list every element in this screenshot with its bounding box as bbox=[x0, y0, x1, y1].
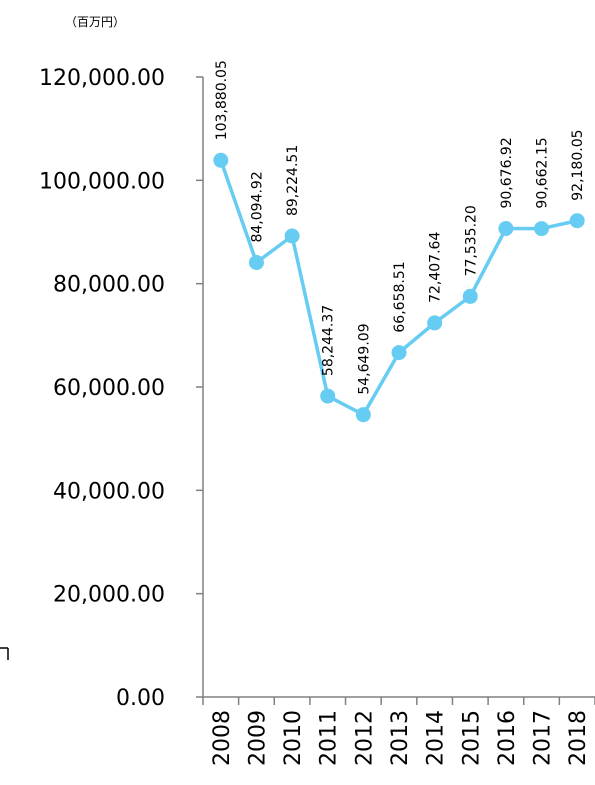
unit-label: （百万円） bbox=[65, 15, 125, 29]
x-tick-label: 2016 bbox=[495, 710, 520, 766]
data-point bbox=[462, 288, 478, 304]
data-point bbox=[284, 228, 300, 244]
y-tick-label: 60,000.00 bbox=[53, 376, 165, 401]
y-tick-label: 0.00 bbox=[116, 686, 165, 711]
data-point bbox=[498, 221, 514, 237]
data-point bbox=[320, 388, 336, 404]
y-tick-label: 20,000.00 bbox=[53, 583, 165, 608]
data-point bbox=[534, 221, 550, 237]
x-tick-label: 2012 bbox=[352, 710, 377, 766]
data-point bbox=[213, 152, 229, 168]
data-label: 72,407.64 bbox=[428, 232, 444, 303]
data-label: 84,094.92 bbox=[249, 171, 265, 242]
y-tick-label: 40,000.00 bbox=[53, 479, 165, 504]
y-tick-label: 120,000.00 bbox=[39, 66, 165, 91]
data-point bbox=[569, 213, 585, 229]
x-tick-label: 2018 bbox=[566, 710, 591, 766]
data-point bbox=[391, 345, 407, 361]
data-point bbox=[355, 407, 371, 423]
data-label: 66,658.51 bbox=[392, 261, 408, 332]
data-label: 92,180.05 bbox=[570, 129, 586, 200]
data-label: 58,244.37 bbox=[321, 305, 337, 376]
x-tick-label: 2009 bbox=[245, 710, 270, 766]
data-label: 90,676.92 bbox=[499, 137, 515, 208]
data-label: 89,224.51 bbox=[285, 145, 301, 216]
data-label: 77,535.20 bbox=[463, 205, 479, 276]
y-tick-label: 80,000.00 bbox=[53, 273, 165, 298]
x-tick-label: 2011 bbox=[317, 710, 342, 766]
x-tick-label: 2013 bbox=[388, 710, 413, 766]
x-tick-label: 2008 bbox=[210, 710, 235, 766]
x-tick-label: 2014 bbox=[424, 710, 449, 766]
x-tick-label: 2015 bbox=[459, 710, 484, 766]
data-label: 54,649.09 bbox=[356, 323, 372, 394]
data-label: 103,880.05 bbox=[214, 60, 230, 140]
data-point bbox=[248, 255, 264, 271]
data-label: 90,662.15 bbox=[535, 137, 551, 208]
data-point bbox=[427, 315, 443, 331]
x-tick-label: 2017 bbox=[531, 710, 556, 766]
y-tick-label: 100,000.00 bbox=[39, 169, 165, 194]
x-tick-label: 2010 bbox=[281, 710, 306, 766]
